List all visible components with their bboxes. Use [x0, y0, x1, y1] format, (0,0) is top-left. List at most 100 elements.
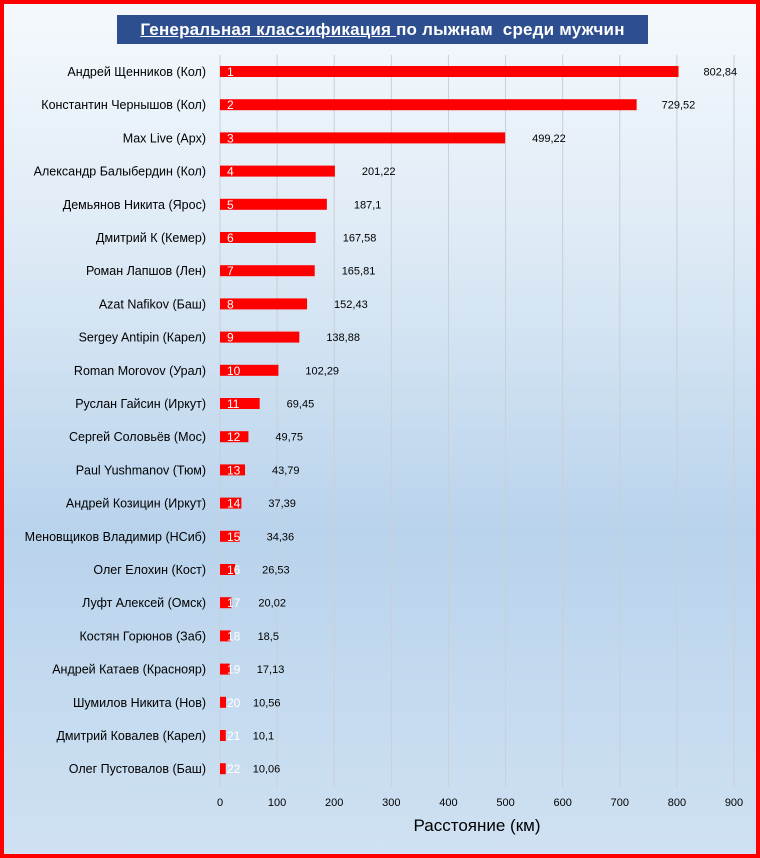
bar	[220, 66, 679, 77]
x-tick-label: 400	[439, 797, 457, 809]
category-label: Azat Nafikov (Баш)	[99, 297, 206, 311]
value-label: 187,1	[354, 199, 382, 211]
category-label: Олег Елохин (Кост)	[93, 563, 206, 577]
rank-label: 12	[227, 430, 241, 444]
category-label: Александр Балыбердин (Кол)	[34, 165, 206, 179]
value-label: 729,52	[662, 100, 696, 112]
value-label: 10,06	[253, 764, 281, 776]
rank-label: 6	[227, 231, 234, 245]
value-label: 37,39	[268, 498, 296, 510]
labels: 0 100 200 300 400 500 600 700 800 900 Андрей Щенни…	[25, 65, 744, 809]
category-label: Андрей Козицин (Иркут)	[66, 497, 206, 511]
bar	[220, 99, 637, 111]
category-label: Меновщиков Владимир (НСиб)	[25, 530, 206, 544]
rank-label: 20	[227, 696, 241, 710]
bar	[220, 265, 315, 277]
category-label: Дмитрий К (Кемер)	[96, 231, 206, 245]
category-label: Сергей Соловьёв (Мос)	[69, 430, 206, 444]
x-tick-label: 600	[553, 797, 571, 809]
rank-label: 10	[227, 364, 241, 378]
chart-title-part2: по лыжнам среди мужчин	[396, 20, 625, 39]
value-label: 102,29	[305, 365, 339, 377]
value-label: 10,56	[253, 697, 281, 709]
x-tick-label: 900	[725, 797, 743, 809]
bar	[220, 630, 231, 642]
bar	[220, 663, 230, 675]
value-label: 201,22	[362, 166, 396, 178]
rank-label: 1	[227, 65, 234, 79]
bar	[220, 730, 226, 741]
rank-label: 7	[227, 264, 234, 278]
x-tick-label: 200	[325, 797, 343, 809]
value-label: 49,75	[275, 432, 303, 444]
x-axis-label: Расстояние (км)	[413, 816, 541, 835]
value-label: 167,58	[343, 233, 377, 245]
bar	[220, 132, 506, 144]
rank-label: 11	[227, 397, 240, 411]
category-label: Sergey Antipin (Карел)	[79, 331, 206, 345]
x-tick-label: 700	[611, 797, 629, 809]
bar	[220, 530, 240, 542]
rank-label: 3	[227, 131, 234, 145]
value-label: 69,45	[287, 399, 315, 411]
bar	[220, 763, 226, 775]
category-label: Андрей Щенников (Кол)	[67, 65, 206, 79]
value-label: 26,53	[262, 565, 290, 577]
bar	[220, 331, 300, 343]
rank-label: 21	[227, 729, 241, 743]
bar	[220, 198, 327, 210]
category-label: Демьянов Никита (Ярос)	[63, 198, 206, 212]
bar	[220, 597, 232, 609]
bar	[220, 696, 227, 708]
bar	[220, 564, 236, 575]
rank-label: 18	[227, 629, 241, 643]
x-tick-label: 800	[668, 797, 686, 809]
category-label: Max Live (Арх)	[123, 131, 206, 145]
rank-label: 13	[227, 463, 241, 477]
value-label: 165,81	[342, 266, 376, 278]
value-label: 20,02	[258, 598, 286, 610]
category-label: Андрей Катаев (Краснояр)	[52, 663, 206, 677]
chart-title: Генеральная классификация по лыжнам сред…	[117, 15, 648, 44]
rank-label: 16	[227, 563, 241, 577]
category-label: Paul Yushmanov (Тюм)	[76, 463, 206, 477]
value-label: 152,43	[334, 299, 368, 311]
category-label: Луфт Алексей (Омск)	[82, 596, 206, 610]
x-tick-label: 300	[382, 797, 400, 809]
value-label: 802,84	[704, 67, 738, 79]
rank-label: 22	[227, 762, 241, 776]
bar	[220, 298, 308, 310]
rank-label: 8	[227, 297, 234, 311]
bar	[220, 398, 260, 409]
rank-label: 17	[227, 596, 241, 610]
gridlines	[219, 55, 735, 787]
bar	[220, 431, 249, 443]
value-label: 499,22	[532, 133, 566, 145]
chart-title-part1: Генеральная классификация	[140, 20, 397, 39]
value-label: 34,36	[267, 531, 295, 543]
category-label: Роман Лапшов (Лен)	[86, 264, 206, 278]
category-label: Константин Чернышов (Кол)	[41, 98, 206, 112]
value-label: 43,79	[272, 465, 300, 477]
bars	[220, 66, 679, 775]
rank-label: 9	[227, 331, 234, 345]
value-label: 18,5	[258, 631, 279, 643]
category-label: Костян Горюнов (Заб)	[79, 629, 206, 643]
bar	[220, 464, 246, 476]
category-label: Дмитрий Ковалев (Карел)	[56, 729, 206, 743]
category-label: Руслан Гайсин (Иркут)	[75, 397, 206, 411]
rank-label: 14	[227, 497, 241, 511]
x-tick-label: 100	[268, 797, 286, 809]
bar	[220, 497, 242, 509]
bar	[220, 165, 335, 177]
rank-label: 2	[227, 98, 234, 112]
rank-label: 5	[227, 198, 234, 212]
category-label: Олег Пустовалов (Баш)	[69, 762, 206, 776]
rank-label: 19	[227, 663, 241, 677]
bar	[220, 364, 279, 376]
category-label: Roman Morovov (Урал)	[74, 364, 206, 378]
rank-label: 4	[227, 165, 234, 179]
category-label: Шумилов Никита (Нов)	[73, 696, 206, 710]
bar	[220, 232, 316, 243]
